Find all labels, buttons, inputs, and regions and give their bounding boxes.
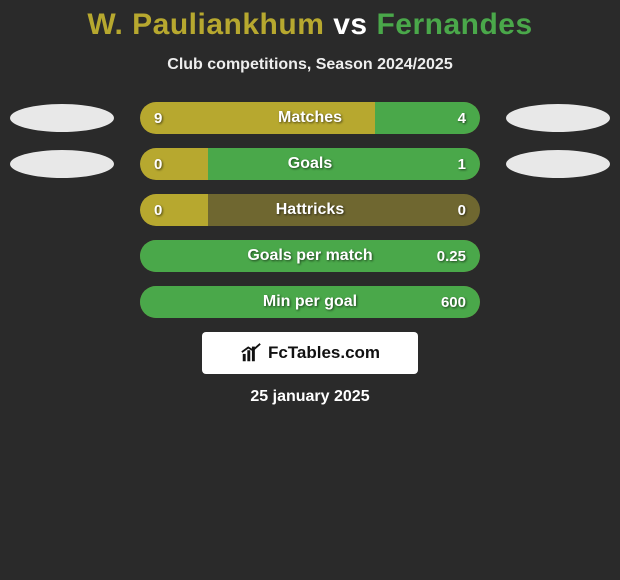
bar-left-fill bbox=[140, 148, 208, 180]
comparison-infographic: W. Pauliankhum vs Fernandes Club competi… bbox=[0, 0, 620, 406]
title-player2: Fernandes bbox=[376, 8, 532, 41]
left-value: 0 bbox=[154, 194, 162, 226]
stat-bar: 600Min per goal bbox=[140, 286, 480, 318]
bar-right-fill bbox=[208, 148, 480, 180]
left-value: 9 bbox=[154, 102, 162, 134]
title-vs: vs bbox=[333, 8, 367, 41]
left-marker bbox=[10, 150, 114, 178]
right-marker bbox=[506, 104, 610, 132]
stat-row: 01Goals bbox=[0, 148, 620, 180]
stat-row: 00Hattricks bbox=[0, 194, 620, 226]
subtitle: Club competitions, Season 2024/2025 bbox=[0, 56, 620, 74]
chart-icon bbox=[240, 342, 262, 364]
date-label: 25 january 2025 bbox=[0, 388, 620, 406]
stat-bar: 01Goals bbox=[140, 148, 480, 180]
right-value: 0.25 bbox=[437, 240, 466, 272]
stat-row: 600Min per goal bbox=[0, 286, 620, 318]
stat-rows: 94Matches01Goals00Hattricks0.25Goals per… bbox=[0, 102, 620, 318]
source-logo: FcTables.com bbox=[202, 332, 418, 374]
stat-bar: 94Matches bbox=[140, 102, 480, 134]
stat-bar: 00Hattricks bbox=[140, 194, 480, 226]
stat-row: 0.25Goals per match bbox=[0, 240, 620, 272]
stat-bar: 0.25Goals per match bbox=[140, 240, 480, 272]
logo-text: FcTables.com bbox=[268, 343, 380, 363]
right-value: 600 bbox=[441, 286, 466, 318]
right-marker bbox=[506, 150, 610, 178]
stat-row: 94Matches bbox=[0, 102, 620, 134]
right-value: 1 bbox=[458, 148, 466, 180]
bar-left-fill bbox=[140, 102, 375, 134]
page-title: W. Pauliankhum vs Fernandes bbox=[0, 8, 620, 42]
right-value: 4 bbox=[458, 102, 466, 134]
bar-right-fill bbox=[140, 286, 480, 318]
left-value: 0 bbox=[154, 148, 162, 180]
right-value: 0 bbox=[458, 194, 466, 226]
left-marker bbox=[10, 104, 114, 132]
bar-left-fill bbox=[140, 194, 208, 226]
title-player1: W. Pauliankhum bbox=[87, 8, 324, 41]
bar-right-fill bbox=[140, 240, 480, 272]
